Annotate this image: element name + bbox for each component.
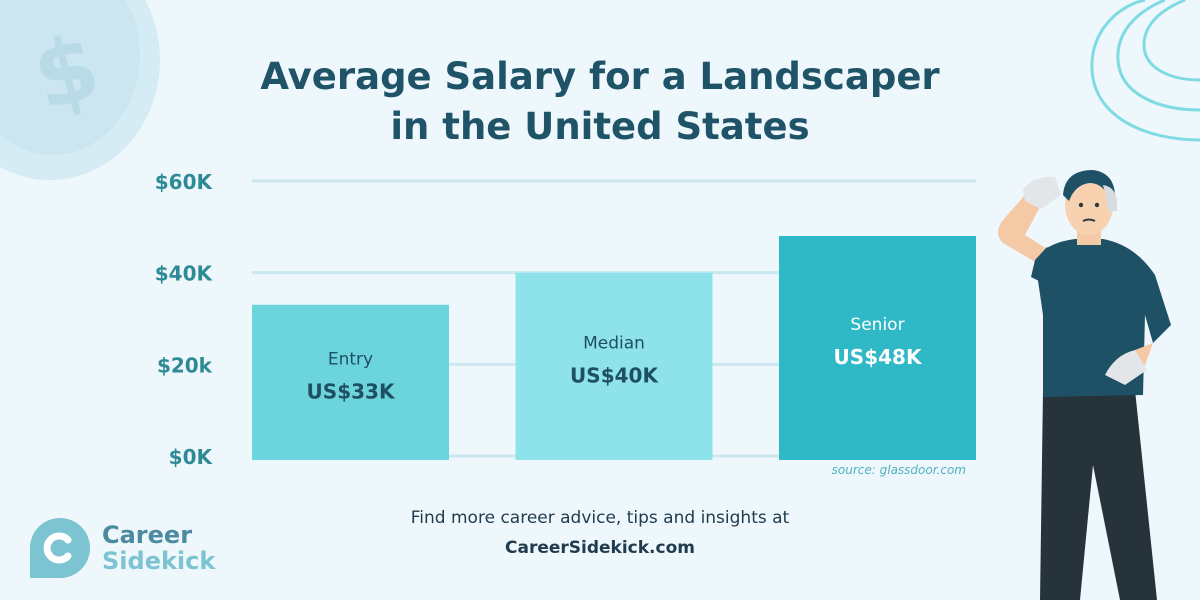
bar-category-label: Median <box>583 333 645 353</box>
footer-text: Find more career advice, tips and insigh… <box>410 508 790 528</box>
confused-landscaper-illustration <box>998 170 1171 600</box>
bar <box>515 272 713 460</box>
source-note: source: glassdoor.com <box>832 463 966 477</box>
y-tick-label: $0K <box>169 445 214 469</box>
chart-title-line-2: in the United States <box>390 105 810 148</box>
logo-line-2: Sidekick <box>102 547 216 575</box>
logo-wordmark: Career Sidekick <box>102 522 215 574</box>
y-tick-label: $20k <box>157 353 213 377</box>
logo-line-1: Career <box>102 521 193 549</box>
footer-link[interactable]: CareerSidekick.com <box>505 538 695 558</box>
y-tick-label: $60K <box>155 170 214 194</box>
bar <box>252 304 449 460</box>
c-logo-icon <box>30 518 90 578</box>
bar-value-label: US$40K <box>570 363 659 387</box>
career-sidekick-logo[interactable]: Career Sidekick <box>30 518 230 578</box>
bar-value-label: US$48K <box>834 345 923 369</box>
chart-title: Average Salary for a Landscaper in the U… <box>0 52 1200 152</box>
chart-title-line-1: Average Salary for a Landscaper <box>260 55 940 98</box>
decorative-swirl <box>1090 0 1200 142</box>
bar <box>779 236 976 460</box>
bar-category-label: Entry <box>328 349 373 369</box>
bar-category-label: Senior <box>850 315 904 335</box>
bar-value-label: US$33K <box>307 379 396 403</box>
footer: Find more career advice, tips and insigh… <box>0 508 1200 558</box>
y-tick-label: $40K <box>155 262 214 286</box>
